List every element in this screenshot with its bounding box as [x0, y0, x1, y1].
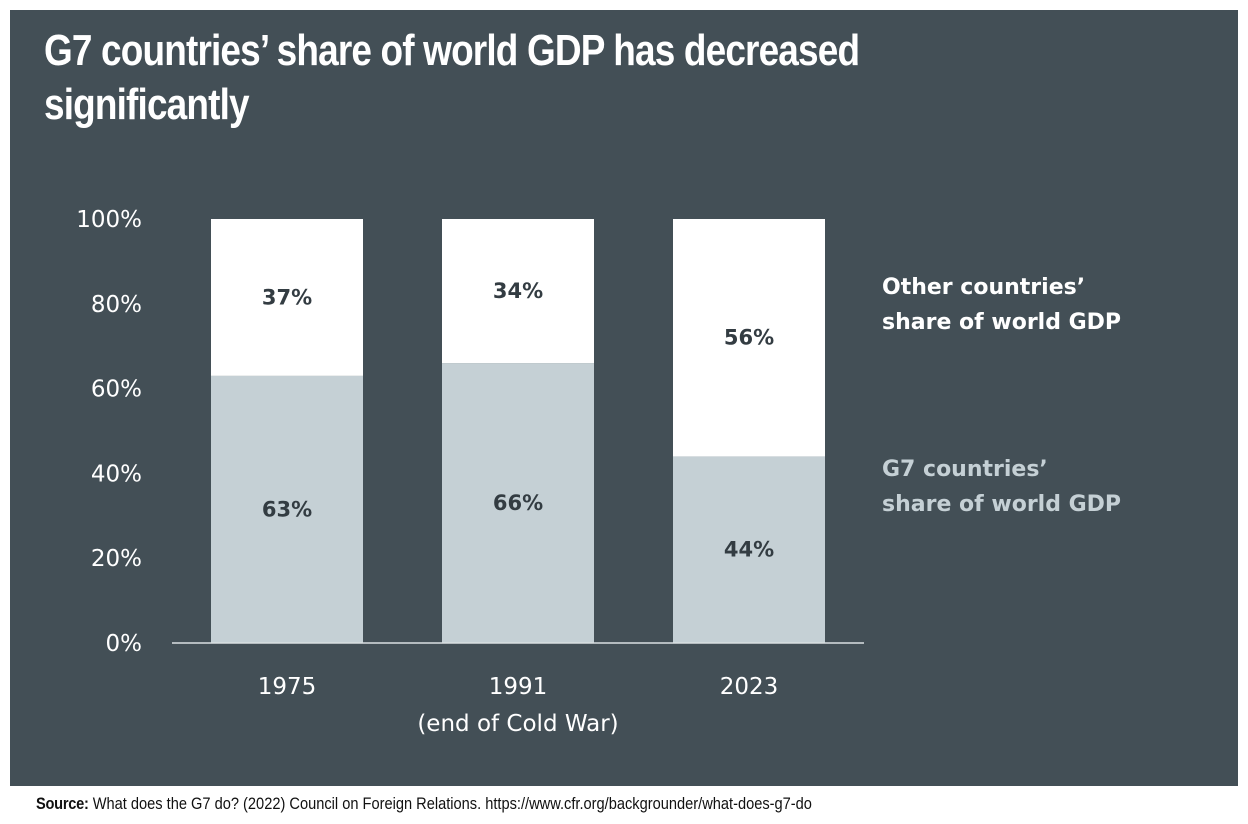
bar-other-share	[673, 219, 825, 457]
data-label-g7: 66%	[493, 491, 543, 515]
data-label-g7: 44%	[724, 538, 774, 562]
y-tick-label: 0%	[106, 631, 143, 657]
bar-g7-share	[673, 456, 825, 643]
y-tick-label: 40%	[91, 461, 142, 487]
bar-other-share	[442, 219, 594, 364]
legend-other-countries: Other countries’ share of world GDP	[882, 275, 1122, 335]
bar-g7-share	[211, 375, 363, 643]
data-label-other: 34%	[493, 279, 543, 303]
data-label-g7: 63%	[262, 497, 312, 521]
source-label: Source:	[36, 794, 89, 813]
data-label-other: 56%	[724, 326, 774, 350]
y-tick-label: 20%	[91, 546, 142, 572]
y-tick-label: 100%	[76, 207, 142, 233]
data-label-other: 37%	[262, 285, 312, 309]
y-tick-label: 60%	[91, 377, 142, 403]
legend-g7-countries: G7 countries’ share of world GDP	[882, 457, 1122, 517]
x-tick-label: 1991	[489, 674, 548, 700]
chart-title: G7 countries’ share of world GDP has dec…	[44, 26, 860, 129]
y-tick-label: 80%	[91, 292, 142, 318]
bar-g7-share	[442, 363, 594, 643]
x-tick-label: 1975	[258, 674, 317, 700]
x-tick-label: 2023	[720, 674, 779, 700]
x-tick-label: (end of Cold War)	[417, 711, 618, 737]
source-note: Source: What does the G7 do? (2022) Coun…	[36, 794, 1068, 814]
bar-other-share	[211, 219, 363, 376]
source-text: What does the G7 do? (2022) Council on F…	[92, 794, 812, 813]
